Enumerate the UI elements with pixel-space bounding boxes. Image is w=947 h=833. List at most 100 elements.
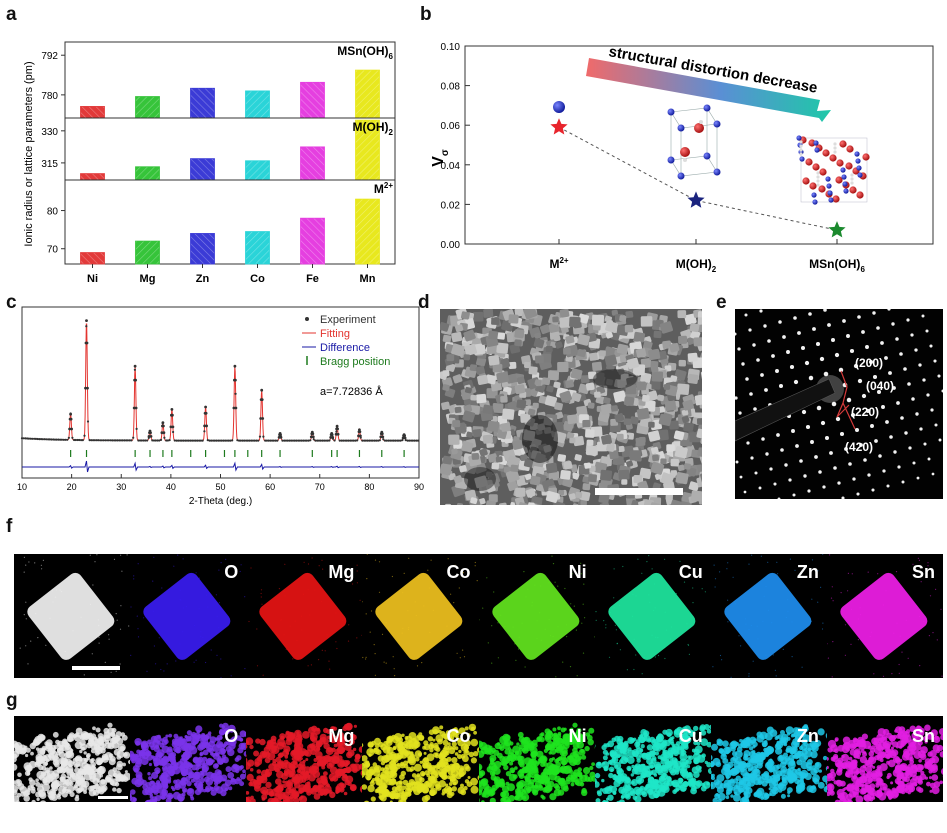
element-label: Co [446, 726, 471, 746]
bar-ni-1 [80, 173, 105, 181]
element-label: Cu [678, 726, 703, 746]
panel-label-a: a [6, 4, 17, 25]
eds-tile-o: O [130, 716, 247, 802]
eds-tile-mg: Mg [246, 716, 363, 802]
subplot-frame-1 [64, 117, 396, 181]
index-guides [836, 370, 856, 430]
difference-curve [22, 460, 419, 473]
panel-label-c: c [6, 292, 17, 313]
legend-entry: Fitting [320, 328, 350, 340]
subplot-label: M2+ [374, 181, 393, 196]
element-label: O [224, 726, 239, 746]
bar-zn-2 [190, 233, 215, 265]
bar-mg-1 [135, 166, 160, 181]
xlabel: 2-Theta (deg.) [189, 496, 252, 507]
category-label: M2+ [549, 256, 568, 271]
xtick: 60 [265, 482, 275, 492]
panel-a-bar-charts: Ionic radius or lattice parameters (pm) … [23, 41, 396, 285]
eds-tile-haadf [14, 554, 130, 678]
bar-fe-0 [300, 81, 325, 119]
distortion-arrow [586, 58, 831, 122]
bar-co-2 [245, 231, 270, 265]
bar-zn-1 [190, 158, 215, 181]
element-label: Sn [911, 726, 935, 746]
category-label-mg: Mg [140, 273, 156, 285]
panel-c-xrd-pattern: 10 20 30 40 50 60 70 80 90 2-Theta (deg.) Experime… [17, 306, 424, 507]
bar-ni-2 [80, 252, 105, 265]
bar-ni-0 [80, 106, 105, 119]
eds-tile-zn: Zn [711, 554, 827, 678]
scale-bar [72, 666, 120, 670]
eds-tile-co: Co [362, 716, 479, 802]
category-label: MSn(OH)6 [809, 257, 865, 274]
perovskite-crystal-icon [796, 135, 870, 205]
scale-bar [595, 488, 683, 495]
eds-tile-sn: Sn [826, 554, 943, 678]
element-label: Ni [568, 562, 587, 582]
bar-mg-2 [135, 240, 160, 265]
element-label: Zn [796, 726, 819, 746]
element-label: Mg [328, 726, 355, 746]
eds-tile-cu: Cu [595, 554, 711, 678]
data-point-star [687, 191, 705, 208]
panel-b-ylabel: Vσ [430, 149, 451, 167]
category-label-fe: Fe [306, 273, 319, 285]
data-point-star [550, 118, 568, 135]
xtick: 50 [215, 482, 225, 492]
eds-tile-mg: Mg [246, 554, 363, 678]
element-label: Co [446, 562, 471, 582]
element-label: Zn [796, 562, 819, 582]
eds-tile-ni: Ni [478, 554, 595, 678]
eds-tile-o: O [130, 554, 246, 678]
trend-line [558, 126, 838, 231]
xtick: 80 [364, 482, 374, 492]
eds-tile-ni: Ni [478, 716, 595, 802]
bar-zn-0 [190, 87, 215, 119]
bar-fe-2 [300, 217, 325, 265]
plot-frame [464, 45, 934, 245]
bar-co-1 [245, 160, 270, 181]
lattice-annotation: a=7.72836 Å [320, 385, 383, 398]
subplot-ytick: 80 [47, 207, 59, 218]
bar-mn-2 [355, 198, 380, 265]
bar-mn-0 [355, 69, 380, 119]
subplot-ytick: 780 [41, 91, 58, 102]
bar-fe-1 [300, 146, 325, 181]
panel-a-ylabel: Ionic radius or lattice parameters (pm) [23, 61, 35, 246]
ytick: 0.10 [441, 42, 461, 53]
xtick: 20 [67, 482, 77, 492]
subplot-ytick: 792 [41, 51, 58, 62]
saed-pattern: (200) (040) (220) (420) [735, 309, 943, 499]
spot-index-label: (220) [851, 405, 879, 419]
ytick: 0.00 [441, 240, 461, 251]
element-label: Sn [911, 562, 935, 582]
eds-map-single-particle: O Mg Co Ni Cu Zn Sn [14, 554, 943, 678]
legend-entry: Difference [320, 342, 370, 354]
subplot-ytick: 70 [47, 245, 59, 256]
eds-tile-co: Co [362, 554, 479, 678]
ytick: 0.02 [441, 200, 461, 211]
xtick: 10 [17, 482, 27, 492]
scale-bar [98, 796, 128, 799]
panel-label-e: e [716, 292, 727, 313]
sem-image [440, 309, 702, 505]
panel-label-g: g [6, 690, 18, 711]
legend-marker-experiment [305, 317, 309, 321]
bar-co-0 [245, 90, 270, 119]
spot-index-label: (200) [855, 356, 883, 370]
xtick: 40 [166, 482, 176, 492]
legend-entry: Bragg position [320, 356, 390, 368]
category-label-zn: Zn [196, 273, 210, 285]
xtick: 70 [315, 482, 325, 492]
eds-tile-zn: Zn [710, 716, 827, 802]
element-label: Mg [328, 562, 355, 582]
hydroxide-crystal-icon [667, 104, 721, 180]
ytick: 0.04 [441, 161, 461, 172]
bar-mg-0 [135, 96, 160, 119]
subplot-ytick: 330 [41, 127, 58, 138]
panel-label-d: d [418, 292, 430, 313]
spot-index-label: (040) [866, 379, 894, 393]
panel-label-f: f [6, 516, 13, 537]
spot-index-label: (420) [845, 440, 873, 454]
category-label-ni: Ni [87, 273, 98, 285]
